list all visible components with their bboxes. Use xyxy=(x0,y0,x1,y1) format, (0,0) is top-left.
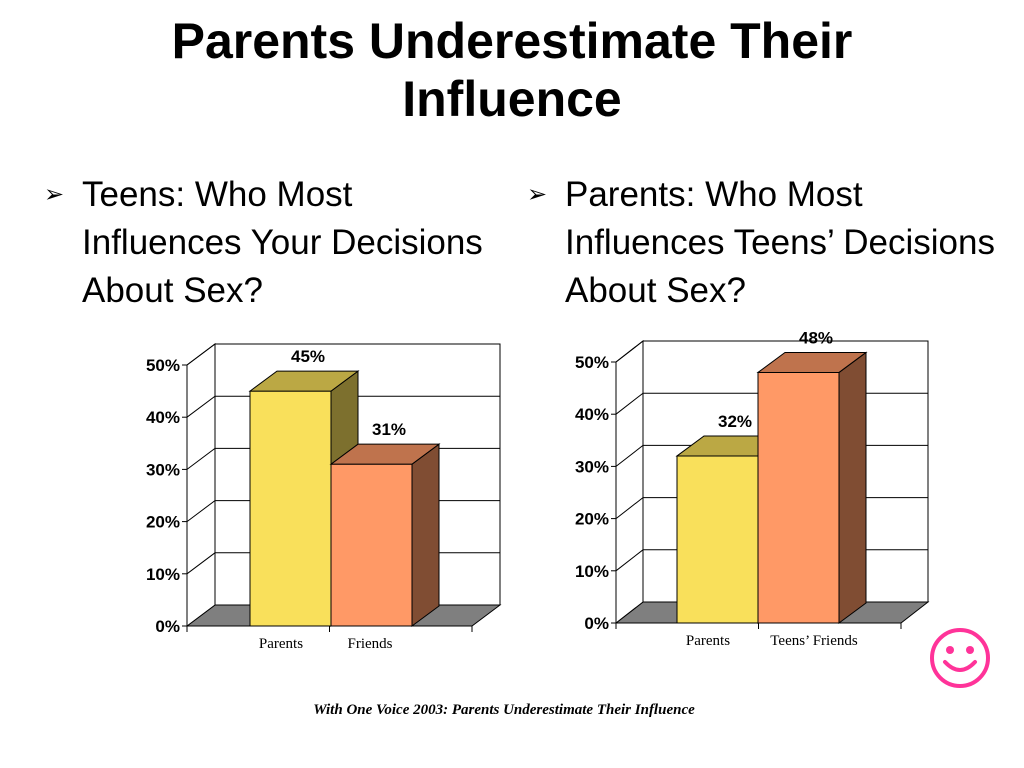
gridline xyxy=(186,395,500,418)
bar xyxy=(249,390,332,627)
y-tick-label: 30% xyxy=(575,457,609,476)
bullet-left-text: Teens: Who Most Influences Your Decision… xyxy=(82,175,483,310)
chart-side-wall xyxy=(615,339,644,625)
smiley-face-icon xyxy=(930,628,990,688)
gridline xyxy=(186,343,500,366)
bar xyxy=(676,455,759,624)
category-label: Teens’ Friends xyxy=(770,633,858,649)
gridline xyxy=(615,340,928,363)
y-tick-label: 40% xyxy=(146,408,180,427)
arrow-bullet-icon: ➢ xyxy=(44,181,65,208)
data-label: 32% xyxy=(718,412,752,431)
bar-top xyxy=(329,443,441,465)
data-label: 45% xyxy=(291,347,325,366)
y-tick-label: 50% xyxy=(575,353,609,372)
category-label: Friends xyxy=(348,636,393,652)
data-label: 48% xyxy=(799,328,833,347)
bar-top xyxy=(756,351,868,373)
data-label: 31% xyxy=(372,420,406,439)
y-tick-label: 30% xyxy=(146,460,180,479)
slide-title: Parents Underestimate Their Influence xyxy=(171,13,853,127)
arrow-bullet-icon: ➢ xyxy=(527,181,548,208)
y-tick-label: 0% xyxy=(155,617,180,636)
y-tick-label: 10% xyxy=(575,562,609,581)
category-label: Parents xyxy=(686,633,730,649)
category-label: Parents xyxy=(259,636,303,652)
y-tick-label: 20% xyxy=(575,510,609,529)
footnote: With One Voice 2003: Parents Underestima… xyxy=(313,702,695,718)
bullet-right-text: Parents: Who Most Influences Teens’ Deci… xyxy=(565,175,995,310)
y-tick-label: 40% xyxy=(575,405,609,424)
y-tick-label: 20% xyxy=(146,513,180,532)
y-tick-label: 0% xyxy=(584,614,609,633)
bar-side xyxy=(838,351,867,624)
bar-top xyxy=(248,370,360,392)
bar xyxy=(757,371,840,624)
bar xyxy=(330,463,413,627)
y-tick-label: 50% xyxy=(146,356,180,375)
y-tick-label: 10% xyxy=(146,565,180,584)
